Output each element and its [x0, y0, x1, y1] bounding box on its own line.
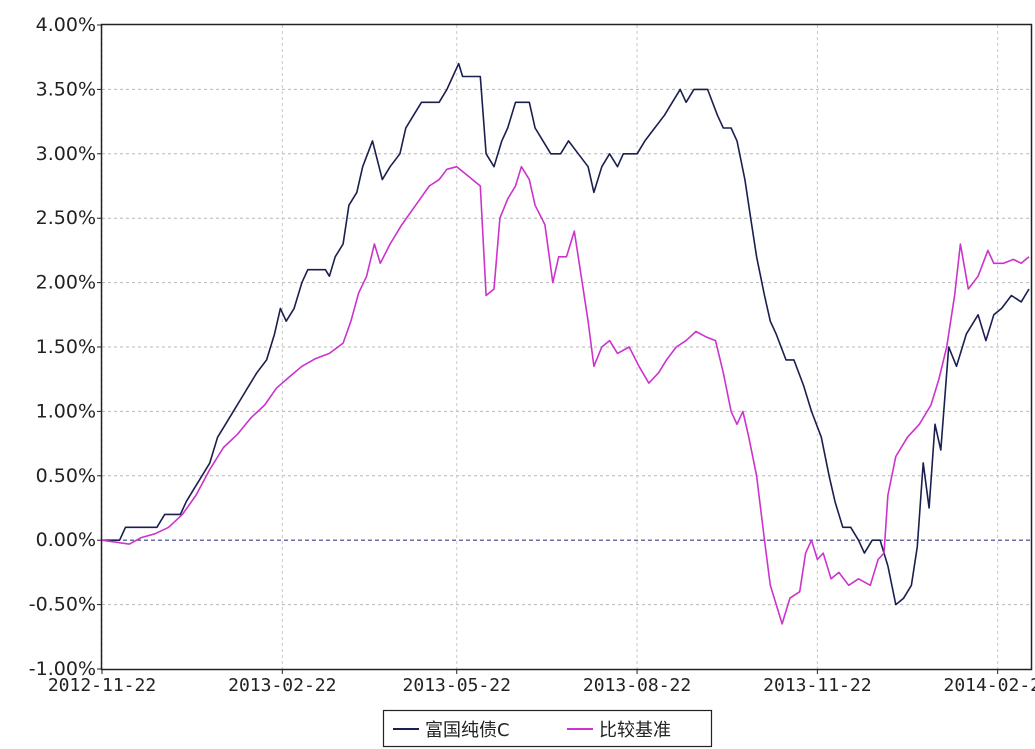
y-tick-label: 1.50%: [36, 336, 96, 358]
y-tick-label: 0.50%: [36, 465, 96, 487]
x-tick-label: 2014-02-22: [943, 675, 1035, 696]
y-tick-label: 2.50%: [36, 207, 96, 229]
legend-label-series-1: 富国纯债C: [425, 720, 510, 741]
y-tick-label: 4.00%: [36, 14, 96, 36]
x-axis-ticks: 2012-11-22 2013-02-22 2013-05-22 2013-08-22…: [48, 669, 1035, 696]
y-tick-label: 2.00%: [36, 272, 96, 294]
legend-label-series-2: 比较基准: [599, 720, 671, 741]
x-tick-label: 2012-11-22: [48, 675, 156, 696]
series-line-2: [101, 165, 1030, 625]
x-tick-label: 2013-02-22: [228, 675, 336, 696]
legend-box: [382, 709, 713, 748]
y-tick-label: 3.50%: [36, 78, 96, 100]
y-tick-label: -1.00%: [29, 658, 96, 680]
x-tick-label: 2013-08-22: [583, 675, 691, 696]
series-lines: [101, 62, 1030, 625]
y-tick-label: 3.00%: [36, 143, 96, 165]
y-tick-label: 0.00%: [36, 529, 96, 551]
legend: 富国纯债C 比较基准: [382, 709, 713, 748]
plot-area-border: [100, 23, 1033, 671]
x-tick-label: 2013-11-22: [763, 675, 871, 696]
y-tick-label: 1.00%: [36, 400, 96, 422]
y-tick-label: -0.50%: [29, 594, 96, 616]
y-axis-ticks: -1.00% -0.50% 0.00% 0.50% 1.00% 1.50% 2.00% 2.5…: [29, 14, 102, 680]
x-tick-label: 2013-05-22: [403, 675, 511, 696]
